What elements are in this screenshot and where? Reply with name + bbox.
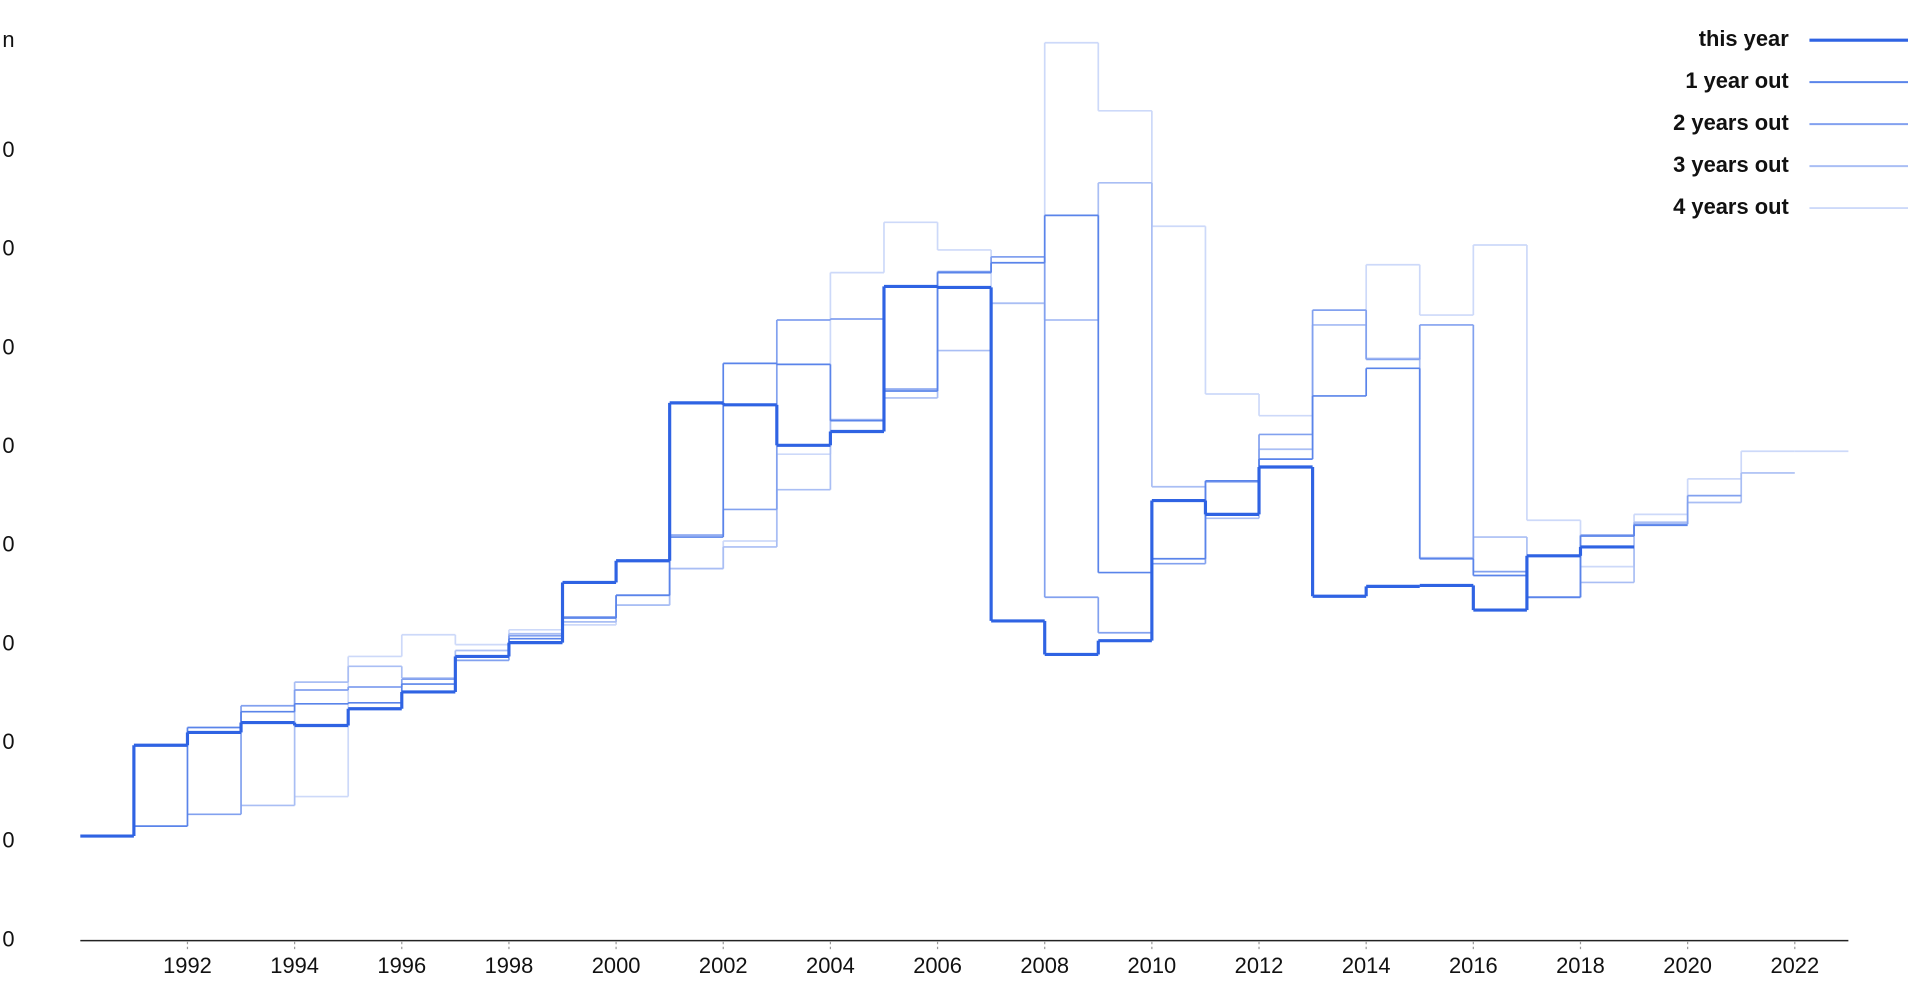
x-tick-label: 2008 [1020,953,1069,978]
y-tick-label: 0 [2,532,14,557]
y-axis-label: n [2,27,14,52]
x-tick-label: 2018 [1556,953,1605,978]
y-tick-label: 0 [2,334,14,359]
x-tick-label: 2012 [1235,953,1284,978]
y-tick-label: 0 [2,236,14,261]
legend-text: 3 years out [1673,152,1789,177]
x-tick-label: 2022 [1770,953,1819,978]
x-tick-label: 2002 [699,953,748,978]
y-tick-label: 0 [2,137,14,162]
x-tick-label: 1992 [163,953,212,978]
x-tick-label: 2014 [1342,953,1391,978]
legend-text: 1 year out [1685,68,1789,93]
x-tick-label: 2020 [1663,953,1712,978]
x-tick-label: 2016 [1449,953,1498,978]
y-tick-label: 0 [2,433,14,458]
x-tick-label: 1994 [270,953,319,978]
y-tick-label: 0 [2,828,14,853]
y-tick-label: 0 [2,630,14,655]
legend-text: 4 years out [1673,194,1789,219]
x-tick-label: 2010 [1128,953,1177,978]
y-tick-label: 0 [2,729,14,754]
x-tick-label: 1998 [485,953,534,978]
x-tick-label: 2000 [592,953,641,978]
x-tick-label: 2004 [806,953,855,978]
x-tick-label: 1996 [377,953,426,978]
legend-text: 2 years out [1673,110,1789,135]
y-tick-label: 0 [2,926,14,951]
x-tick-label: 2006 [913,953,962,978]
legend-text: this year [1699,26,1790,51]
